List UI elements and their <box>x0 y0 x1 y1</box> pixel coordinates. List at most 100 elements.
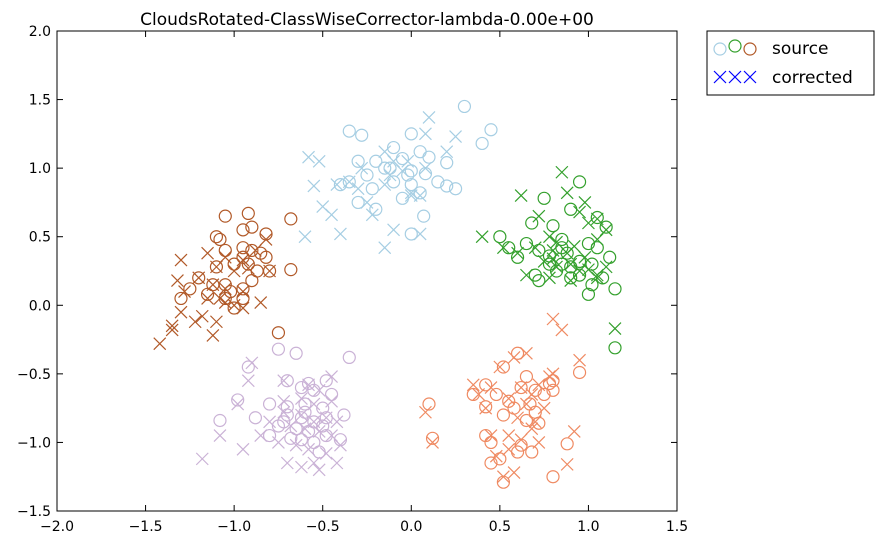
corrected-point <box>578 196 592 209</box>
source-point <box>549 264 564 278</box>
source-point <box>413 186 427 200</box>
corrected-point <box>298 230 312 244</box>
source-point <box>271 326 286 340</box>
source-point <box>422 397 436 411</box>
source-point <box>489 387 503 402</box>
corrected-point <box>355 161 369 175</box>
corrected-point <box>206 329 220 342</box>
source-point <box>440 156 454 170</box>
corrected-point <box>254 296 268 309</box>
source-point <box>484 123 498 137</box>
corrected-point <box>378 178 392 192</box>
source-point <box>294 433 309 447</box>
y-tick-label: 1.5 <box>29 93 51 109</box>
source-point <box>333 178 348 192</box>
source-point <box>351 154 365 168</box>
source-point <box>479 428 493 443</box>
corrected-point <box>502 442 516 456</box>
source-point <box>284 263 298 277</box>
corrected-point <box>475 230 489 244</box>
source-point <box>231 393 245 407</box>
source-point <box>218 243 232 258</box>
x-tick-label: −2.0 <box>40 519 74 535</box>
source-point <box>342 175 356 189</box>
corrected-point <box>272 436 285 449</box>
source-point <box>484 456 498 470</box>
corrected-point <box>195 452 209 466</box>
corrected-point <box>555 165 569 179</box>
corrected-point <box>213 429 227 442</box>
source-point <box>532 243 546 258</box>
corrected-point <box>280 456 294 470</box>
corrected-point <box>351 182 365 196</box>
corrected-point <box>227 264 241 278</box>
corrected-point <box>525 422 539 436</box>
source-point <box>572 268 587 282</box>
corrected-point <box>608 322 622 336</box>
corrected-point <box>573 353 586 367</box>
source-point <box>585 257 599 271</box>
source-point <box>280 408 294 422</box>
source-point <box>572 254 587 268</box>
corrected-point <box>532 209 546 223</box>
source-point <box>262 264 277 278</box>
corrected-point <box>479 401 493 415</box>
source-point <box>236 241 250 255</box>
source-point <box>599 220 613 234</box>
corrected-point <box>312 463 326 477</box>
y-tick-label: −0.5 <box>17 367 51 383</box>
source-point <box>496 408 510 422</box>
source-point <box>528 405 542 419</box>
legend-corrected-marker <box>743 70 757 84</box>
source-point <box>404 178 418 192</box>
source-point <box>519 236 534 251</box>
source-point <box>422 150 436 164</box>
y-tick-label: 2.0 <box>29 24 51 40</box>
source-point <box>581 287 596 301</box>
source-point <box>590 210 604 225</box>
source-point <box>209 260 224 274</box>
corrected-point <box>325 394 338 408</box>
corrected-point <box>578 250 592 264</box>
corrected-point <box>289 438 303 452</box>
source-point <box>431 175 445 189</box>
corrected-point <box>218 296 232 309</box>
source-point <box>564 271 578 285</box>
corrected-point <box>555 323 569 337</box>
source-point <box>603 250 617 264</box>
corrected-point <box>174 253 188 267</box>
corrected-point <box>426 436 439 449</box>
plot-area <box>56 30 678 512</box>
source-point <box>241 206 255 220</box>
source-point <box>351 195 365 210</box>
source-point <box>241 257 255 271</box>
source-point <box>259 227 273 241</box>
source-point <box>301 424 316 439</box>
source-point <box>319 411 333 425</box>
corrected-point <box>231 397 245 411</box>
source-point <box>342 124 356 138</box>
source-point <box>319 428 333 443</box>
source-point <box>360 168 374 182</box>
corrected-point <box>277 374 291 388</box>
legend-corrected-marker <box>713 70 727 84</box>
source-point <box>183 282 197 296</box>
source-point <box>386 175 401 189</box>
source-point <box>479 400 493 414</box>
corrected-point <box>419 127 432 141</box>
source-point <box>502 394 516 408</box>
source-point <box>245 243 259 258</box>
source-point <box>280 374 294 388</box>
source-point <box>448 182 463 196</box>
corrected-point <box>404 189 418 202</box>
corrected-point <box>330 178 344 192</box>
x-tick-label: 0.5 <box>489 519 511 535</box>
source-point <box>312 445 326 459</box>
source-point <box>241 360 255 374</box>
source-point <box>510 346 525 360</box>
corrected-point <box>567 425 581 438</box>
corrected-point <box>307 179 321 193</box>
source-point <box>608 341 622 355</box>
source-point <box>174 291 188 306</box>
legend-corrected-marker <box>728 70 742 84</box>
